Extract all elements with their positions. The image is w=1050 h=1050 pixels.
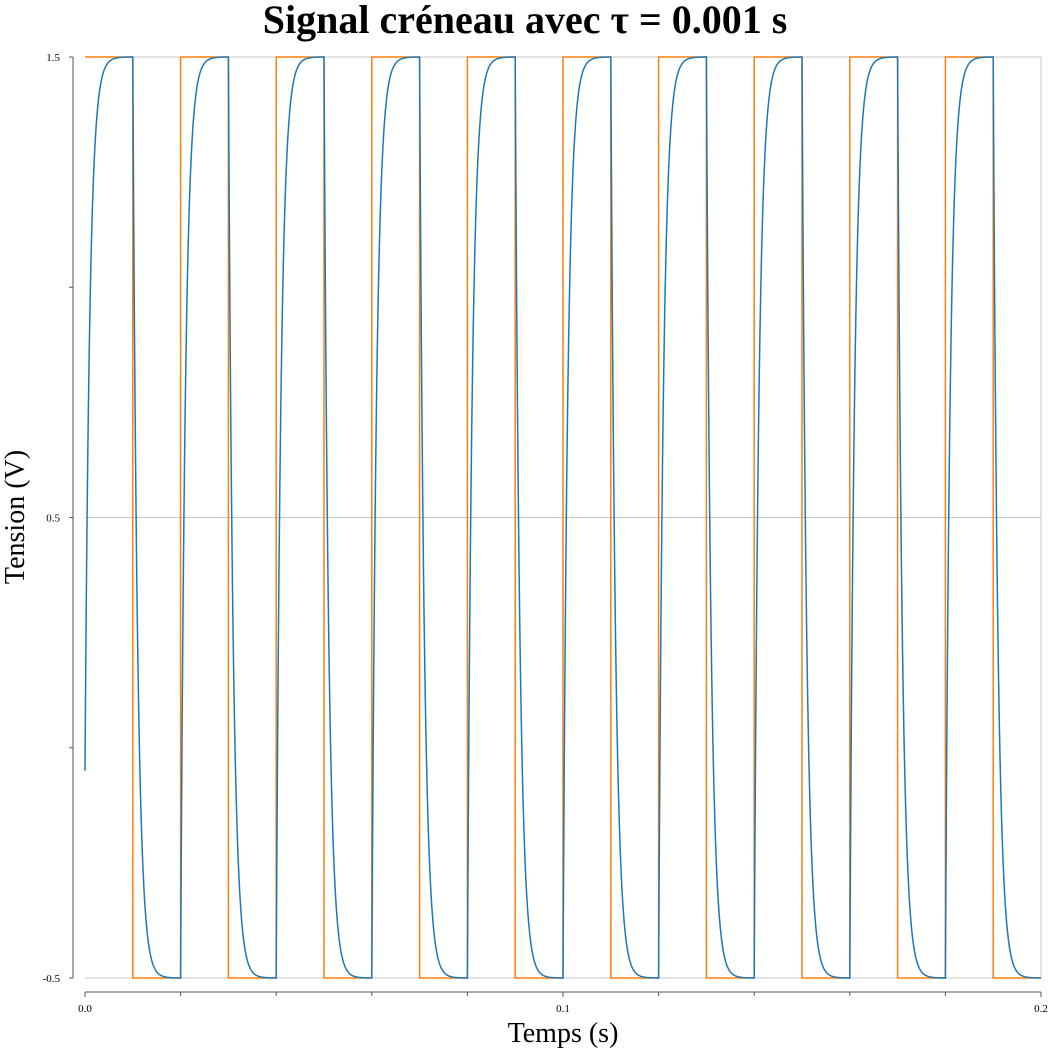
y-tick-label-1: 0.5 [46, 513, 60, 525]
plot-area [84, 56, 1041, 979]
rc-response-line [84, 56, 1041, 979]
y-tick-label-2: 1.5 [46, 52, 60, 64]
y-tick-label-0: -0.5 [43, 973, 61, 985]
y-axis-label: Tension (V) [0, 450, 31, 584]
x-tick-label-1: 0.1 [556, 1003, 570, 1015]
x-axis-label: Temps (s) [508, 1018, 619, 1049]
x-tick-label-2: 0.2 [1034, 1003, 1048, 1015]
axes: -0.5 0.5 1.5 0.0 0.1 0.2 [43, 52, 1048, 1015]
square-wave-line [85, 56, 1041, 979]
chart-title: Signal créneau avec τ = 0.001 s [263, 0, 788, 42]
x-tick-label-0: 0.0 [78, 1003, 92, 1015]
